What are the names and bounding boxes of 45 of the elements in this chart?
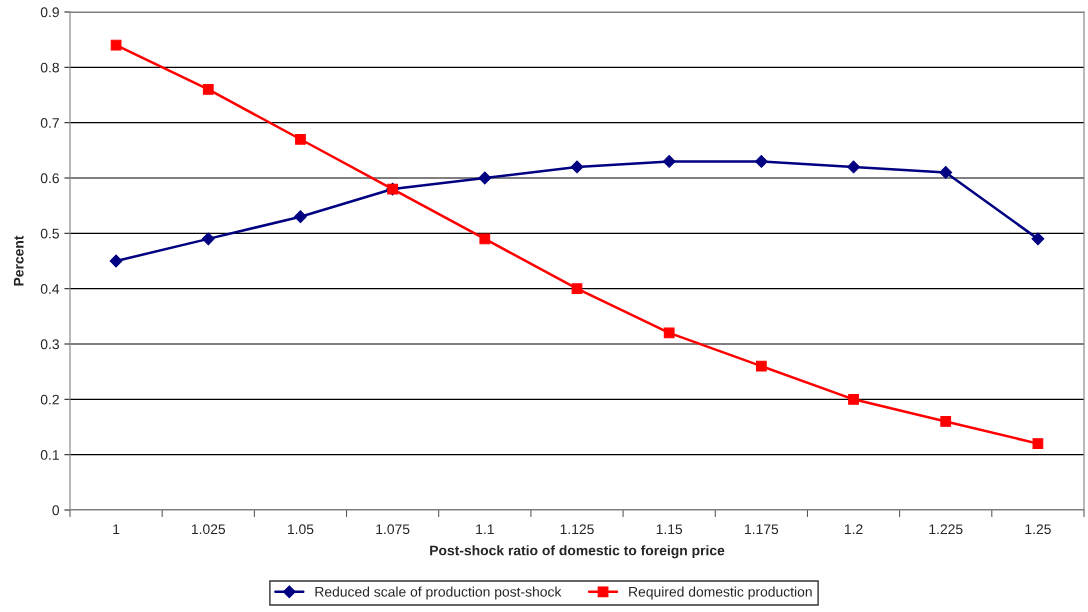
x-axis-title: Post-shock ratio of domestic to foreign price xyxy=(430,545,725,559)
legend-label: Reduced scale of production post-shock xyxy=(315,586,562,600)
point xyxy=(295,133,306,145)
y-tick-label: 0.3 xyxy=(40,339,59,350)
y-tick-label: 0.2 xyxy=(40,394,59,405)
point xyxy=(848,393,859,405)
y-tick-label: 0 xyxy=(52,505,60,516)
point xyxy=(570,160,584,174)
point xyxy=(202,84,214,95)
y-tick-label: 0.1 xyxy=(40,450,59,460)
point xyxy=(478,171,492,185)
point xyxy=(294,210,307,224)
x-tick-label: 1.225 xyxy=(929,524,963,535)
point xyxy=(110,39,122,51)
x-tick-label: 1.2 xyxy=(844,524,863,534)
y-axis-title: Percent xyxy=(13,235,24,286)
x-tick-label: 1.075 xyxy=(376,524,410,535)
legend-label: Required domestic production xyxy=(629,586,812,600)
x-tick-label: 1.1 xyxy=(476,524,494,534)
y-tick-label: 0.5 xyxy=(40,228,59,239)
x-tick-label: 1.15 xyxy=(656,524,683,535)
point xyxy=(1032,438,1044,449)
point xyxy=(662,154,676,168)
x-tick-label: 1.05 xyxy=(288,524,314,535)
y-tick-label: 0.7 xyxy=(40,118,59,128)
point xyxy=(939,166,953,179)
y-tick-label: 0.9 xyxy=(40,7,59,18)
point xyxy=(847,160,860,174)
x-tick-label: 1.125 xyxy=(560,524,594,535)
y-tick-label: 0.4 xyxy=(40,284,60,294)
point xyxy=(754,154,768,168)
y-tick-label: 0.6 xyxy=(40,173,59,184)
point xyxy=(479,233,491,245)
x-tick-label: 1.175 xyxy=(745,524,779,535)
point xyxy=(109,254,123,268)
x-tick-label: 1.025 xyxy=(191,524,226,535)
y-tick-label: 0.8 xyxy=(40,62,59,73)
point xyxy=(1031,232,1045,246)
point xyxy=(663,327,675,339)
point xyxy=(571,283,583,295)
point xyxy=(201,232,215,246)
point xyxy=(940,416,952,427)
point xyxy=(755,360,767,372)
x-tick-label: 1.25 xyxy=(1025,524,1051,535)
x-tick-label: 1 xyxy=(113,524,120,534)
